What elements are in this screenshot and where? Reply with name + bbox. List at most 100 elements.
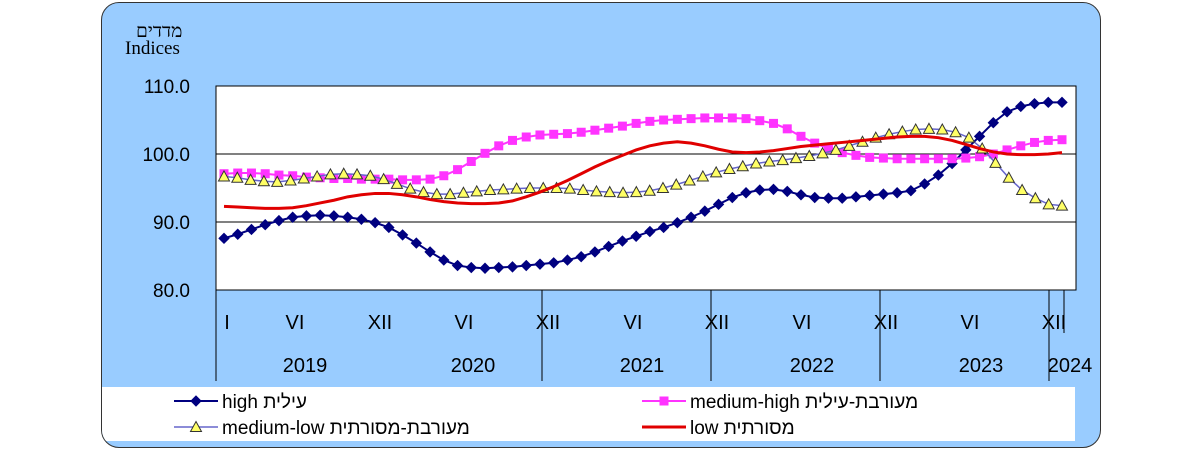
data-point-high [341,211,354,223]
data-point-medium_low [576,183,590,196]
data-point-medium_low [949,125,962,138]
data-point-medium_high [933,154,943,164]
data-point-medium_low [457,186,470,198]
data-point-high [671,216,684,229]
data-point-high [685,211,697,223]
data-point-high [973,130,986,143]
data-point-medium_high [439,171,449,181]
data-point-medium_low [350,167,364,180]
series-line-medium_low [223,128,1063,207]
data-point-high [905,185,917,197]
data-point-high [754,184,766,196]
data-point-high [795,189,807,201]
y-axis-label-hebrew: מדדים [136,21,182,42]
data-point-medium_high [906,154,916,164]
data-point-medium_low [922,122,936,134]
x-tick-label: VI [286,312,305,334]
data-point-medium_high [480,148,490,158]
data-point-high [410,237,423,249]
y-tick-label: 110.0 [144,77,190,98]
data-point-high [451,259,464,272]
data-point-medium_low [816,146,829,159]
data-point-high [520,259,532,272]
data-point-medium_low [483,183,497,196]
data-point-medium_high [260,169,270,179]
data-point-medium_high [1002,145,1012,155]
data-point-high [424,246,436,258]
data-point-medium_high [246,168,256,178]
data-point-medium_high [604,123,614,133]
data-point-medium_high [425,174,435,184]
year-label: 2023 [959,355,1004,377]
x-tick-label: VI [455,312,474,334]
data-point-high [259,219,271,231]
data-point-high [1056,96,1068,109]
data-point-medium_high [851,150,861,160]
data-point-medium_low [244,173,257,185]
data-point-high [836,192,848,204]
data-point-medium_low [630,185,643,198]
y-tick-label: 100.0 [142,145,190,166]
data-point-medium_low [723,162,736,174]
data-point-medium_low [510,182,523,194]
legend-swatch-marker [189,420,203,432]
data-point-medium_high [686,114,696,124]
data-point-medium_low [616,186,630,198]
data-point-medium_high [755,116,765,126]
legend-label: high עילית [222,392,307,413]
data-point-medium_low [683,173,696,186]
data-point-medium_high [1043,135,1053,145]
data-point-medium_high [288,171,298,181]
data-point-high [891,187,903,199]
data-point-high [328,210,340,222]
x-tick-label: XII [368,312,392,334]
legend-swatch-marker [659,396,669,406]
data-point-medium_low [496,182,510,195]
data-point-medium_high [741,114,751,124]
data-point-medium_high [411,175,421,185]
data-point-medium_high [274,170,284,180]
data-point-medium_low [403,182,417,194]
x-tick-label: XII [536,312,560,334]
year-label: 2024 [1048,355,1093,377]
data-point-medium_high [549,129,559,139]
data-point-medium_high [453,165,463,175]
data-point-medium_high [700,113,710,123]
series-low [223,134,1063,210]
data-point-medium_low [989,156,1002,168]
legend-entry-medium_high: medium-high מעורבת-עילית [642,392,918,413]
data-point-medium_low [909,122,923,135]
data-point-medium_low [1002,171,1016,183]
data-point-medium_high [823,144,833,154]
data-point-medium_low [935,122,949,135]
data-point-medium_low [696,169,710,182]
data-point-medium_high [576,127,586,137]
data-point-high [1001,106,1013,118]
data-point-high [987,117,1000,129]
data-point-medium_low [1055,199,1069,211]
data-point-medium_high [714,113,724,123]
y-tick-label: 90.0 [153,213,190,234]
data-point-high [575,250,587,263]
data-point-medium_low [709,165,723,178]
data-point-medium_high [1016,141,1026,151]
data-point-high [218,232,230,245]
legend-swatch-marker [190,395,202,407]
data-point-high [1015,100,1027,113]
x-tick-label: XII [705,312,729,334]
data-point-medium_high [988,149,998,159]
data-point-medium_high [645,116,655,126]
data-point-high [657,221,670,234]
chart-frame: 110.0 100.0 90.0 80.0 I VI XII VI XII VI XII VI XII… [101,2,1101,448]
data-point-medium_low [377,172,390,185]
legend-label: low מסורתית [690,418,795,439]
data-point-medium_low [217,169,231,182]
data-point-medium_high [398,175,408,185]
data-point-high [534,258,546,270]
data-point-medium_low [523,181,537,193]
data-point-medium_low [736,159,750,172]
data-point-high [561,254,574,266]
year-label: 2021 [620,355,665,377]
data-point-medium_high [961,153,971,163]
data-point-medium_low [776,153,790,166]
